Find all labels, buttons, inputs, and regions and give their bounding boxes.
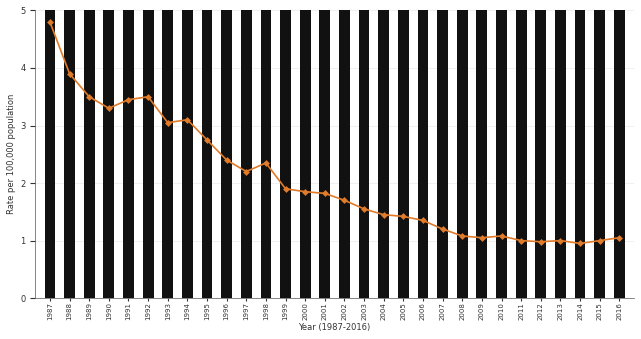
Bar: [64, 11, 75, 298]
Bar: [162, 11, 173, 298]
Bar: [555, 11, 566, 298]
Bar: [280, 11, 291, 298]
Bar: [241, 11, 252, 298]
Bar: [300, 11, 311, 298]
Bar: [123, 11, 134, 298]
Bar: [437, 11, 448, 298]
Bar: [103, 11, 114, 298]
Bar: [359, 11, 369, 298]
Bar: [221, 11, 232, 298]
Bar: [398, 11, 409, 298]
Bar: [202, 11, 212, 298]
Bar: [182, 11, 193, 298]
Bar: [417, 11, 428, 298]
Bar: [575, 11, 585, 298]
Bar: [84, 11, 95, 298]
Bar: [516, 11, 526, 298]
X-axis label: Year (1987-2016): Year (1987-2016): [299, 323, 370, 332]
Bar: [496, 11, 507, 298]
Bar: [260, 11, 271, 298]
Bar: [614, 11, 625, 298]
Bar: [535, 11, 546, 298]
Bar: [339, 11, 350, 298]
Bar: [44, 11, 55, 298]
Bar: [457, 11, 468, 298]
Bar: [378, 11, 389, 298]
Bar: [143, 11, 153, 298]
Bar: [319, 11, 330, 298]
Y-axis label: Rate per 100,000 population: Rate per 100,000 population: [7, 94, 16, 215]
Bar: [594, 11, 605, 298]
Bar: [476, 11, 487, 298]
